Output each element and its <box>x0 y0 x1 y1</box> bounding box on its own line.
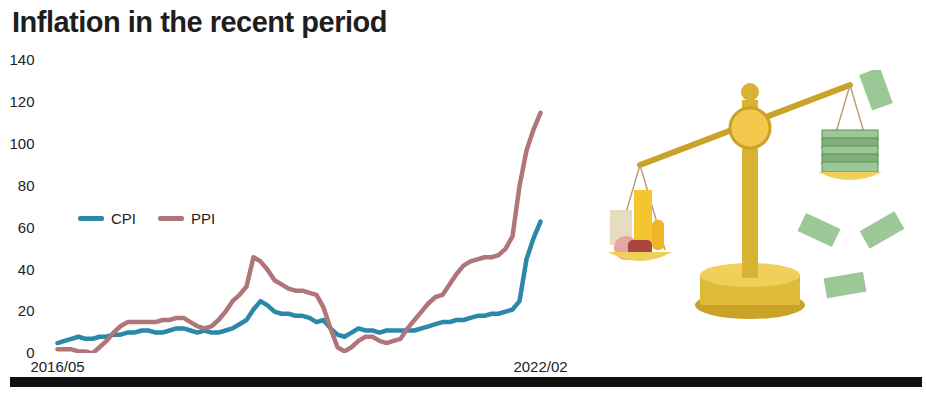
html-text:PPI: PPI <box>191 210 216 227</box>
html-text:CPI: CPI <box>111 210 136 227</box>
svg-text:140: 140 <box>9 51 34 68</box>
svg-text:0: 0 <box>26 344 35 362</box>
html-text:Inflation in the recent period: Inflation in the recent period <box>12 6 387 38</box>
svg-text:20: 20 <box>18 302 35 319</box>
svg-text:60: 60 <box>18 219 35 236</box>
svg-text:2016/05: 2016/05 <box>30 358 84 375</box>
svg-text:80: 80 <box>18 177 35 194</box>
svg-text:100: 100 <box>9 135 34 152</box>
svg-text:40: 40 <box>18 261 35 278</box>
svg-text:120: 120 <box>9 93 34 110</box>
svg-text:2022/02: 2022/02 <box>513 358 567 375</box>
